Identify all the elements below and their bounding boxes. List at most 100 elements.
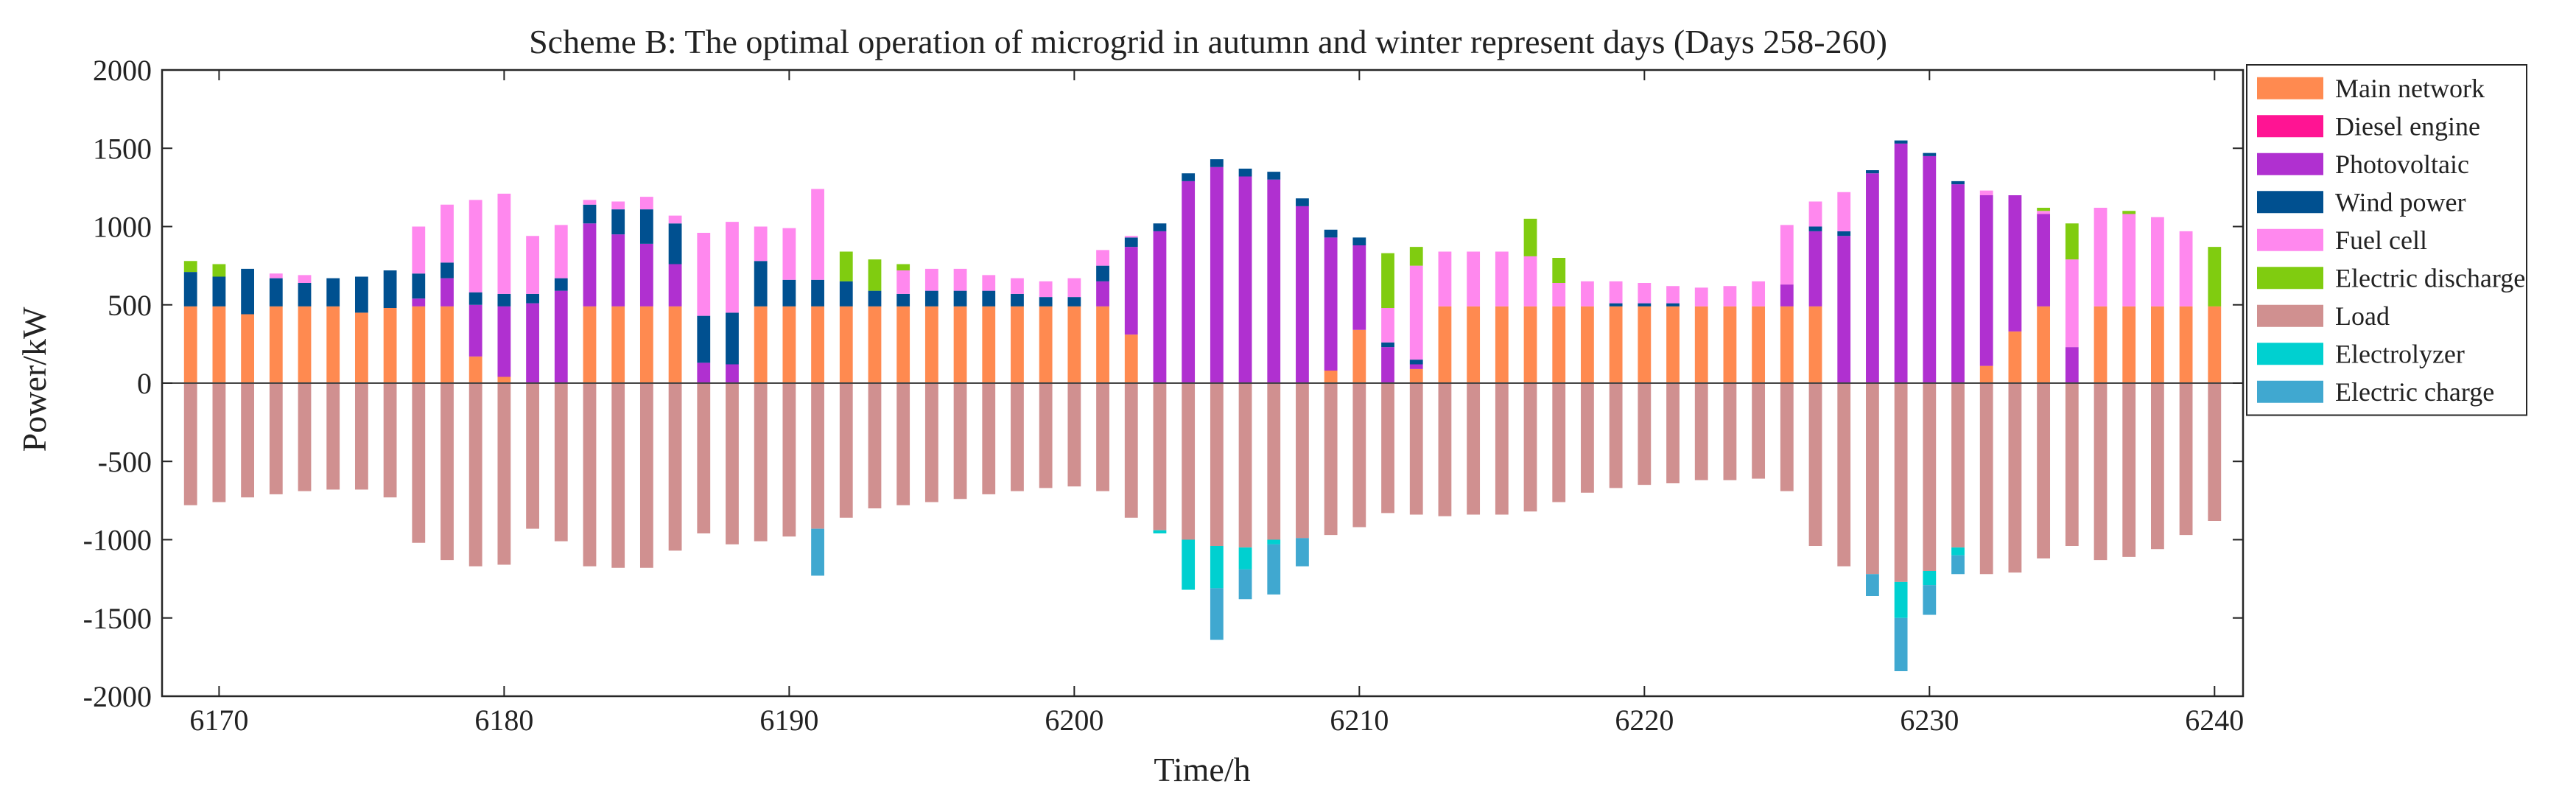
bar-main-network-6184 [611, 306, 625, 384]
bar-wind-power-6212 [1409, 360, 1423, 365]
bar-load-6234 [2037, 383, 2051, 558]
bar-load-6195 [924, 383, 938, 502]
bar-fuel-cell-6217 [1552, 283, 1566, 306]
bar-main-network-6238 [2151, 306, 2164, 384]
bar-photovoltaic-6185 [639, 243, 653, 306]
bar-electric-discharge-6194 [896, 264, 910, 270]
legend-label: Electrolyzer [2335, 339, 2465, 368]
bar-load-6218 [1581, 383, 1594, 493]
bar-main-network-6197 [982, 306, 996, 384]
bar-load-6237 [2122, 383, 2136, 557]
bar-electric-charge-6207 [1267, 544, 1281, 595]
bar-load-6209 [1324, 383, 1338, 536]
bar-fuel-cell-6222 [1694, 287, 1708, 306]
bar-main-network-6202 [1124, 334, 1138, 384]
bar-wind-power-6185 [639, 209, 653, 244]
bar-main-network-6179 [468, 356, 482, 384]
bar-fuel-cell-6220 [1638, 283, 1652, 304]
bar-fuel-cell-6183 [583, 200, 597, 205]
bar-wind-power-6199 [1039, 297, 1053, 306]
bar-fuel-cell-6226 [1808, 201, 1822, 227]
bar-photovoltaic-6230 [1923, 155, 1937, 384]
bar-wind-power-6195 [924, 290, 938, 306]
bar-main-network-6226 [1808, 306, 1822, 384]
bar-electrolyzer-6206 [1238, 547, 1252, 570]
bar-photovoltaic-6206 [1238, 176, 1252, 383]
bar-photovoltaic-6202 [1124, 247, 1138, 335]
bar-photovoltaic-6226 [1808, 231, 1822, 306]
bar-photovoltaic-6232 [1979, 195, 1993, 366]
bar-fuel-cell-6181 [526, 236, 539, 294]
bar-main-network-6232 [1979, 365, 1993, 384]
legend-swatch [2257, 191, 2323, 214]
bar-load-6197 [982, 383, 996, 494]
bar-wind-power-6188 [726, 312, 739, 365]
bar-load-6202 [1124, 383, 1138, 518]
bar-electric-charge-6191 [811, 528, 824, 576]
legend-label: Electric charge [2335, 377, 2494, 407]
bar-electrolyzer-6207 [1267, 539, 1281, 544]
bar-main-network-6170 [212, 306, 226, 384]
bar-wind-power-6197 [982, 290, 996, 306]
bar-load-6180 [497, 383, 511, 565]
bar-fuel-cell-6211 [1381, 308, 1394, 343]
bar-wind-power-6191 [811, 279, 824, 306]
bar-electric-charge-6206 [1238, 569, 1252, 600]
bar-load-6200 [1067, 383, 1081, 487]
bar-wind-power-6211 [1381, 342, 1394, 348]
bar-fuel-cell-6190 [782, 228, 796, 280]
x-tick-label: 6230 [1900, 704, 1959, 737]
bar-fuel-cell-6227 [1837, 192, 1851, 231]
bar-load-6191 [811, 383, 824, 529]
bar-fuel-cell-6214 [1467, 251, 1481, 306]
bar-load-6213 [1438, 383, 1452, 516]
bar-wind-power-6231 [1951, 181, 1965, 185]
bar-load-6204 [1182, 383, 1196, 540]
legend-label: Load [2335, 301, 2390, 331]
bar-load-6206 [1238, 383, 1252, 548]
bar-main-network-6178 [441, 306, 454, 384]
bar-load-6175 [354, 383, 368, 490]
bar-load-6230 [1923, 383, 1937, 571]
bar-main-network-6222 [1694, 306, 1708, 384]
bar-main-network-6215 [1495, 306, 1509, 384]
bar-main-network-6173 [298, 306, 312, 384]
bar-electric-discharge-6192 [839, 251, 853, 281]
bar-fuel-cell-6221 [1666, 286, 1680, 304]
bar-main-network-6234 [2037, 306, 2051, 384]
bar-main-network-6239 [2179, 306, 2193, 384]
bar-electrolyzer-6203 [1153, 530, 1167, 533]
bar-electric-discharge-6212 [1409, 247, 1423, 266]
bar-load-6203 [1153, 383, 1167, 530]
bar-main-network-6176 [383, 308, 397, 383]
bar-electrolyzer-6229 [1894, 581, 1908, 618]
bar-load-6236 [2094, 383, 2108, 561]
bar-electric-charge-6230 [1923, 585, 1937, 615]
x-tick-label: 6170 [189, 704, 248, 737]
bar-main-network-6200 [1067, 306, 1081, 384]
bar-fuel-cell-6234 [2037, 211, 2051, 214]
bar-load-6212 [1409, 383, 1423, 515]
bar-main-network-6191 [811, 306, 824, 384]
bar-main-network-6169 [183, 306, 197, 384]
bar-load-6223 [1723, 383, 1737, 480]
bar-main-network-6194 [896, 306, 910, 384]
bar-fuel-cell-6223 [1723, 286, 1737, 306]
bar-load-6186 [668, 383, 682, 551]
bar-electrolyzer-6231 [1951, 547, 1965, 556]
y-tick-label: 500 [108, 289, 152, 322]
bar-wind-power-6173 [298, 283, 312, 306]
bar-fuel-cell-6224 [1752, 281, 1766, 306]
bar-load-6214 [1467, 383, 1481, 515]
y-tick-label: -1500 [83, 602, 152, 635]
bar-wind-power-6220 [1638, 303, 1652, 306]
bar-fuel-cell-6191 [811, 189, 824, 280]
bar-load-6177 [412, 383, 426, 543]
x-tick-label: 6220 [1615, 704, 1674, 737]
bar-main-network-6174 [326, 306, 340, 384]
bar-wind-power-6207 [1267, 172, 1281, 180]
bar-load-6169 [183, 383, 197, 505]
bar-photovoltaic-6233 [2008, 195, 2022, 332]
bar-electric-discharge-6193 [868, 259, 882, 291]
bar-fuel-cell-6178 [441, 204, 454, 263]
